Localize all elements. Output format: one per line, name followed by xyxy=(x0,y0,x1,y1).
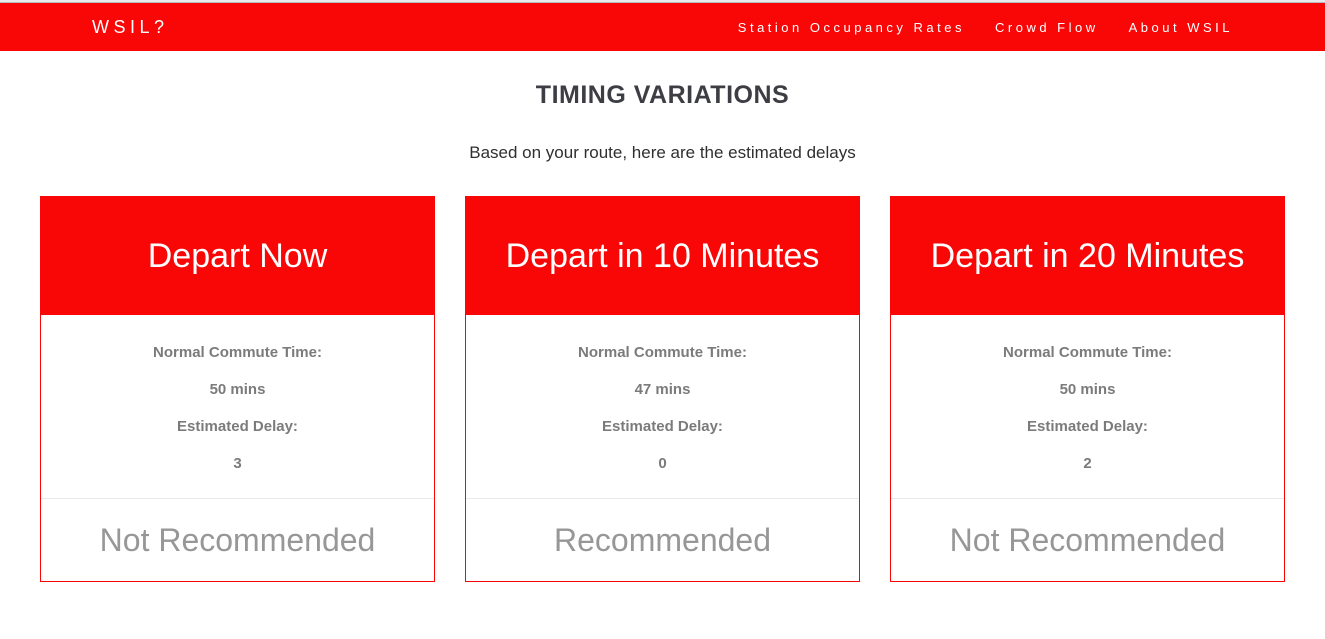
normal-commute-value: 47 mins xyxy=(634,381,691,398)
card-body: Normal Commute Time: 50 mins Estimated D… xyxy=(41,315,434,498)
card-title: Depart in 20 Minutes xyxy=(891,197,1284,315)
header-bar: WSIL? Station Occupancy Rates Crowd Flow… xyxy=(0,3,1325,51)
nav-station-occupancy-rates[interactable]: Station Occupancy Rates xyxy=(737,19,965,35)
estimated-delay-value: 0 xyxy=(658,455,667,472)
normal-commute-label: Normal Commute Time: xyxy=(1003,344,1172,361)
normal-commute-label: Normal Commute Time: xyxy=(578,344,747,361)
timing-card-depart-now: Depart Now Normal Commute Time: 50 mins … xyxy=(40,196,435,582)
nav-crowd-flow[interactable]: Crowd Flow xyxy=(995,19,1099,35)
estimated-delay-value: 2 xyxy=(1083,455,1092,472)
estimated-delay-label: Estimated Delay: xyxy=(602,418,723,435)
timing-card-depart-20: Depart in 20 Minutes Normal Commute Time… xyxy=(890,196,1285,582)
timing-cards: Depart Now Normal Commute Time: 50 mins … xyxy=(40,196,1285,582)
page-title: TIMING VARIATIONS xyxy=(535,81,790,109)
timing-card-depart-10: Depart in 10 Minutes Normal Commute Time… xyxy=(465,196,860,582)
estimated-delay-label: Estimated Delay: xyxy=(1027,418,1148,435)
normal-commute-label: Normal Commute Time: xyxy=(153,344,322,361)
viewport-top-edge xyxy=(0,0,1325,3)
card-body: Normal Commute Time: 50 mins Estimated D… xyxy=(891,315,1284,498)
estimated-delay-value: 3 xyxy=(233,455,242,472)
card-title: Depart in 10 Minutes xyxy=(466,197,859,315)
page-subtitle: Based on your route, here are the estima… xyxy=(469,143,856,162)
site-logo[interactable]: WSIL? xyxy=(92,16,169,37)
main-content: TIMING VARIATIONS Based on your route, h… xyxy=(0,81,1325,582)
recommendation-verdict: Recommended xyxy=(466,498,859,581)
main-nav: Station Occupancy Rates Crowd Flow About… xyxy=(738,20,1233,35)
normal-commute-value: 50 mins xyxy=(209,381,266,398)
recommendation-verdict: Not Recommended xyxy=(41,498,434,581)
normal-commute-value: 50 mins xyxy=(1059,381,1116,398)
nav-about-wsil[interactable]: About WSIL xyxy=(1128,19,1233,35)
estimated-delay-label: Estimated Delay: xyxy=(177,418,298,435)
card-title: Depart Now xyxy=(41,197,434,315)
recommendation-verdict: Not Recommended xyxy=(891,498,1284,581)
card-body: Normal Commute Time: 47 mins Estimated D… xyxy=(466,315,859,498)
